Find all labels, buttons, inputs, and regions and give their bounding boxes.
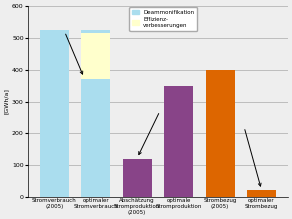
Legend: Deammonifikation, Effizienz-
verbesserungen: Deammonifikation, Effizienz- verbesserun…: [129, 7, 197, 31]
Bar: [123, 159, 152, 197]
Bar: [81, 79, 110, 197]
Bar: [40, 30, 69, 197]
Bar: [247, 191, 276, 197]
Bar: [164, 86, 193, 197]
Bar: [81, 34, 110, 79]
Bar: [206, 70, 234, 197]
Bar: [81, 30, 110, 34]
Y-axis label: [GWh/a]: [GWh/a]: [4, 88, 9, 115]
